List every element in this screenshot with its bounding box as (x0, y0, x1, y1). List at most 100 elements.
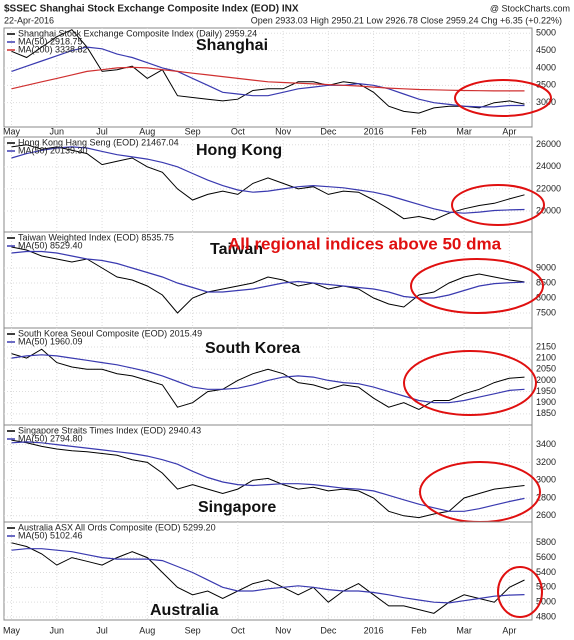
price-line (11, 348, 525, 410)
panel-label: Singapore (198, 499, 276, 516)
x-tick-label: Apr (502, 126, 516, 136)
panel-label: Australia (150, 602, 219, 619)
y-tick-label: 3000 (536, 97, 556, 107)
legend-entry: MA(50) 5102.46 (18, 530, 83, 540)
moving-average-line (11, 441, 525, 512)
legend-entry: MA(50) 8529.40 (18, 240, 83, 250)
moving-average-line (11, 354, 525, 404)
y-tick-label: 2050 (536, 364, 556, 374)
y-tick-label: 5000 (536, 597, 556, 607)
y-tick-label: 3500 (536, 80, 556, 90)
y-tick-label: 5200 (536, 582, 556, 592)
x-tick-label: 2016 (364, 126, 384, 136)
y-tick-label: 1950 (536, 386, 556, 396)
moving-average-line (11, 548, 525, 604)
x-tick-label: Oct (231, 126, 246, 136)
y-tick-label: 5600 (536, 552, 556, 562)
x-tick-label: Oct (231, 625, 246, 635)
highlight-ellipse (451, 184, 545, 226)
y-tick-label: 24000 (536, 161, 561, 171)
x-tick-label: Dec (320, 625, 337, 635)
y-tick-label: 2600 (536, 510, 556, 520)
x-tick-label: Jun (50, 625, 65, 635)
panel-frame (3, 424, 533, 523)
price-line (11, 144, 525, 221)
y-tick-label: 3400 (536, 439, 556, 449)
x-tick-label: May (3, 625, 21, 635)
legend-entry: MA(50) 2918.75 (18, 36, 83, 46)
panel-label: Shanghai (196, 37, 268, 54)
y-tick-label: 8500 (536, 277, 556, 287)
header-quote: Open 2933.03 High 2950.21 Low 2926.78 Cl… (251, 15, 562, 25)
legend-entry: Taiwan Weighted Index (EOD) 8535.75 (18, 232, 174, 242)
panel-frame (3, 136, 533, 233)
x-tick-label: Feb (411, 625, 427, 635)
y-tick-label: 3000 (536, 475, 556, 485)
x-tick-label: 2016 (364, 625, 384, 635)
legend-entry: Singapore Straits Times Index (EOD) 2940… (18, 425, 201, 435)
x-tick-label: Sep (185, 625, 201, 635)
y-tick-label: 4000 (536, 62, 556, 72)
panel-label: Taiwan (210, 241, 263, 258)
x-tick-label: May (3, 126, 21, 136)
price-line (11, 246, 525, 314)
highlight-ellipse (403, 350, 537, 416)
price-line (11, 29, 525, 114)
x-tick-label: Nov (275, 126, 292, 136)
panel-frame (3, 27, 533, 128)
x-tick-label: Mar (456, 625, 472, 635)
y-tick-label: 2150 (536, 341, 556, 351)
x-tick-label: Jun (50, 126, 65, 136)
moving-average-line (11, 146, 525, 214)
y-tick-label: 5800 (536, 537, 556, 547)
y-tick-label: 2800 (536, 492, 556, 502)
y-tick-label: 8000 (536, 292, 556, 302)
x-tick-label: Nov (275, 625, 292, 635)
x-tick-label: Jul (96, 625, 108, 635)
moving-average-line (11, 46, 525, 108)
x-tick-label: Dec (320, 126, 337, 136)
legend-entry: South Korea Seoul Composite (EOD) 2015.4… (18, 328, 202, 338)
moving-average-line (11, 250, 525, 299)
x-tick-label: Feb (411, 126, 427, 136)
legend-entry: Shanghai Stock Exchange Composite Index … (18, 28, 257, 38)
y-tick-label: 1850 (536, 408, 556, 418)
panel-frame (3, 521, 533, 621)
y-tick-label: 4800 (536, 611, 556, 621)
y-tick-label: 4500 (536, 45, 556, 55)
y-tick-label: 5400 (536, 567, 556, 577)
panel-frame (3, 327, 533, 426)
y-tick-label: 2100 (536, 352, 556, 362)
y-tick-label: 26000 (536, 139, 561, 149)
x-tick-label: Aug (139, 126, 155, 136)
y-tick-label: 9000 (536, 262, 556, 272)
highlight-ellipse (454, 79, 552, 117)
highlight-ellipse (497, 566, 543, 618)
legend-entry: Australia ASX All Ords Composite (EOD) 5… (18, 522, 216, 532)
panel-label: Hong Kong (196, 142, 282, 159)
header-title: $SSEC Shanghai Stock Exchange Composite … (4, 4, 299, 15)
x-tick-label: Aug (139, 625, 155, 635)
legend-entry: Hong Kong Hang Seng (EOD) 21467.04 (18, 137, 179, 147)
y-tick-label: 1900 (536, 397, 556, 407)
legend-entry: MA(200) 3338.82 (18, 44, 88, 54)
annotation: All regional indices above 50 dma (228, 234, 502, 253)
x-tick-label: Sep (185, 126, 201, 136)
moving-average-line (11, 66, 525, 92)
panel-frame (3, 231, 533, 329)
x-tick-label: Apr (502, 625, 516, 635)
panel-label: South Korea (205, 340, 300, 357)
y-tick-label: 20000 (536, 205, 561, 215)
x-tick-label: Jul (96, 126, 108, 136)
highlight-ellipse (410, 258, 544, 314)
header-date: 22-Apr-2016 (4, 15, 54, 25)
y-tick-label: 22000 (536, 183, 561, 193)
x-tick-label: Mar (456, 126, 472, 136)
y-tick-label: 5000 (536, 28, 556, 38)
price-line (11, 542, 525, 614)
legend-entry: MA(50) 1960.09 (18, 336, 83, 346)
header-source: @ StockCharts.com (490, 3, 570, 13)
y-tick-label: 3200 (536, 457, 556, 467)
legend-entry: MA(50) 20139.30 (18, 145, 88, 155)
